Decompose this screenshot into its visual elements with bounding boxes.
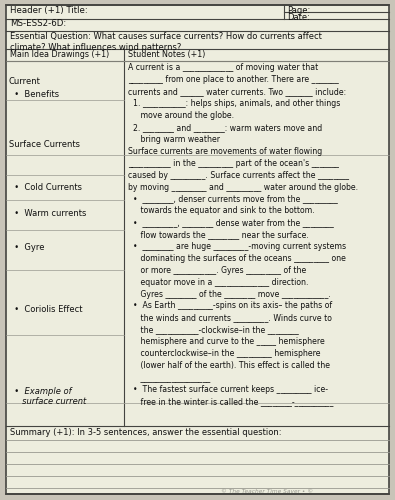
Text: currents and ______ water currents. Two _______ include:: currents and ______ water currents. Two … [128, 88, 346, 96]
Text: MS-ESS2-6D:: MS-ESS2-6D: [10, 20, 66, 28]
Text: the winds and currents _________. Winds curve to: the winds and currents _________. Winds … [128, 314, 332, 322]
Text: Surface Currents: Surface Currents [9, 140, 80, 149]
Text: _________ from one place to another. There are _______: _________ from one place to another. The… [128, 76, 339, 84]
Text: •  Example of: • Example of [9, 388, 71, 396]
Text: Essential Question: What causes surface currents? How do currents affect
climate: Essential Question: What causes surface … [10, 32, 322, 52]
Text: •  Coriolis Effect: • Coriolis Effect [9, 305, 82, 314]
Text: free in the winter is called the ________-__________: free in the winter is called the _______… [128, 396, 334, 406]
Text: 2. ________ and ________: warm waters move and: 2. ________ and ________: warm waters mo… [128, 123, 323, 132]
Text: 1. ___________: helps ships, animals, and other things: 1. ___________: helps ships, animals, an… [128, 99, 341, 108]
Text: A current is a _____________ of moving water that: A current is a _____________ of moving w… [128, 64, 319, 72]
Text: Summary (+1): In 3-5 sentences, answer the essential question:: Summary (+1): In 3-5 sentences, answer t… [10, 428, 281, 437]
Text: or more ___________. Gyres _________ of the: or more ___________. Gyres _________ of … [128, 266, 307, 275]
Text: •  _________, ________ dense water from the ________: • _________, ________ dense water from t… [128, 218, 334, 227]
Text: Surface currents are movements of water flowing: Surface currents are movements of water … [128, 147, 323, 156]
Text: Page:: Page: [288, 6, 311, 15]
Text: bring warm weather: bring warm weather [128, 135, 220, 144]
Text: ___________ in the _________ part of the ocean's _______: ___________ in the _________ part of the… [128, 158, 339, 168]
Text: •  Benefits: • Benefits [9, 90, 59, 99]
Text: towards the equator and sink to the bottom.: towards the equator and sink to the bott… [128, 206, 315, 216]
Text: Header (+1) Title:: Header (+1) Title: [10, 6, 88, 15]
Text: move around the globe.: move around the globe. [128, 111, 235, 120]
Text: by moving _________ and _________ water around the globe.: by moving _________ and _________ water … [128, 182, 359, 192]
Text: caused by _________. Surface currents affect the ________: caused by _________. Surface currents af… [128, 170, 349, 179]
Text: •  Cold Currents: • Cold Currents [9, 184, 82, 192]
Text: Gyres ________ of the ________ move ____________.: Gyres ________ of the ________ move ____… [128, 290, 331, 298]
Text: Current: Current [9, 78, 41, 86]
Text: __________________: __________________ [128, 373, 211, 382]
Text: •  The fastest surface current keeps _________ ice-: • The fastest surface current keeps ____… [128, 385, 328, 394]
Text: Date:: Date: [288, 13, 310, 22]
Text: (lower half of the earth). This effect is called the: (lower half of the earth). This effect i… [128, 361, 330, 370]
Text: equator move in a ______________ direction.: equator move in a ______________ directi… [128, 278, 309, 286]
Text: •  ________, denser currents move from the _________: • ________, denser currents move from th… [128, 194, 338, 203]
Text: the ___________-clockwise–in the ________: the ___________-clockwise–in the _______… [128, 326, 299, 334]
Text: Main Idea Drawings (+1): Main Idea Drawings (+1) [10, 50, 109, 59]
Text: Student Notes (+1): Student Notes (+1) [128, 50, 206, 59]
Text: hemisphere and curve to the _____ hemisphere: hemisphere and curve to the _____ hemisp… [128, 337, 325, 346]
Text: counterclockwise–in the _________ hemisphere: counterclockwise–in the _________ hemisp… [128, 349, 321, 358]
Text: •  As Earth _________-spins on its axis– the paths of: • As Earth _________-spins on its axis– … [128, 302, 333, 310]
Text: •  Warm currents: • Warm currents [9, 208, 86, 218]
Text: surface current: surface current [9, 396, 86, 406]
Text: •  ________ are huge _________-moving current systems: • ________ are huge _________-moving cur… [128, 242, 346, 251]
Text: dominating the surfaces of the oceans _________ one: dominating the surfaces of the oceans __… [128, 254, 346, 263]
Text: •  Gyre: • Gyre [9, 242, 44, 252]
Text: © The Teacher Time Saver • ©: © The Teacher Time Saver • © [221, 489, 313, 494]
Text: flow towards the ________ near the surface.: flow towards the ________ near the surfa… [128, 230, 309, 239]
